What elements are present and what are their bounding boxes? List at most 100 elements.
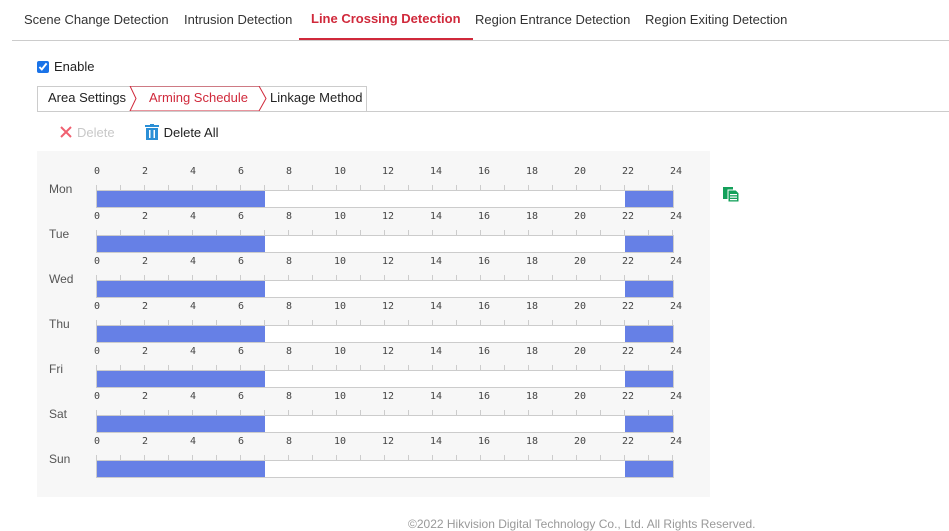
armed-segment[interactable] bbox=[97, 191, 265, 207]
hour-tick bbox=[120, 410, 121, 415]
hour-tick-label: 10 bbox=[334, 301, 347, 312]
hour-tick bbox=[168, 320, 169, 325]
hour-tick-label: 14 bbox=[430, 346, 443, 357]
armed-segment[interactable] bbox=[625, 371, 673, 387]
tab-scene-change-detection[interactable]: Scene Change Detection bbox=[24, 12, 169, 27]
tab-line-crossing-detection[interactable]: Line Crossing Detection bbox=[299, 0, 473, 40]
hour-tick bbox=[456, 365, 457, 370]
hour-tick bbox=[312, 275, 313, 280]
sub-tabs: Area Settings Arming Schedule Linkage Me… bbox=[37, 86, 949, 112]
hour-tick-label: 24 bbox=[670, 166, 683, 177]
tab-region-entrance-detection[interactable]: Region Entrance Detection bbox=[475, 12, 631, 27]
armed-segment[interactable] bbox=[625, 461, 673, 477]
hour-tick bbox=[480, 275, 481, 280]
hour-tick bbox=[168, 275, 169, 280]
hour-tick bbox=[624, 365, 625, 370]
hour-tick bbox=[192, 320, 193, 325]
hour-tick-label: 12 bbox=[382, 391, 395, 402]
hour-tick bbox=[168, 410, 169, 415]
hour-tick-label: 8 bbox=[286, 436, 293, 447]
enable-label: Enable bbox=[54, 59, 95, 74]
hour-tick bbox=[360, 230, 361, 235]
armed-segment[interactable] bbox=[625, 236, 673, 252]
hour-tick bbox=[480, 410, 481, 415]
hour-tick-label: 16 bbox=[478, 256, 491, 267]
tab-region-exiting-detection[interactable]: Region Exiting Detection bbox=[645, 12, 788, 27]
hour-tick-label: 4 bbox=[190, 391, 197, 402]
armed-segment[interactable] bbox=[625, 416, 673, 432]
timeline-bar[interactable] bbox=[96, 415, 674, 433]
delete-all-button[interactable]: Delete All bbox=[144, 124, 219, 140]
hour-tick bbox=[336, 320, 337, 325]
hour-tick bbox=[672, 365, 673, 370]
armed-segment[interactable] bbox=[625, 191, 673, 207]
hour-tick-label: 0 bbox=[94, 166, 101, 177]
copy-schedule-icon[interactable] bbox=[723, 186, 739, 202]
hour-tick-label: 24 bbox=[670, 301, 683, 312]
hour-tick bbox=[240, 320, 241, 325]
armed-segment[interactable] bbox=[625, 281, 673, 297]
hour-tick-label: 24 bbox=[670, 256, 683, 267]
hour-tick-label: 0 bbox=[94, 391, 101, 402]
armed-segment[interactable] bbox=[97, 236, 265, 252]
hour-tick bbox=[120, 320, 121, 325]
armed-segment[interactable] bbox=[97, 416, 265, 432]
hour-tick-label: 22 bbox=[622, 256, 635, 267]
subtab-linkage-method[interactable]: Linkage Method bbox=[270, 90, 363, 105]
delete-button[interactable]: Delete bbox=[60, 124, 115, 140]
hour-tick-label: 2 bbox=[142, 436, 149, 447]
hour-tick-label: 10 bbox=[334, 256, 347, 267]
hour-tick bbox=[144, 230, 145, 235]
hour-tick-label: 10 bbox=[334, 346, 347, 357]
hour-tick-label: 24 bbox=[670, 211, 683, 222]
timeline-bar[interactable] bbox=[96, 370, 674, 388]
day-label: Fri bbox=[49, 362, 63, 376]
hour-tick-label: 6 bbox=[238, 166, 245, 177]
timeline-bar[interactable] bbox=[96, 235, 674, 253]
subtab-area-settings[interactable]: Area Settings bbox=[48, 90, 127, 105]
hour-tick bbox=[408, 365, 409, 370]
hour-tick-label: 0 bbox=[94, 346, 101, 357]
hour-tick-label: 8 bbox=[286, 166, 293, 177]
hour-tick-label: 10 bbox=[334, 436, 347, 447]
hour-tick-label: 6 bbox=[238, 436, 245, 447]
hour-tick bbox=[408, 230, 409, 235]
hour-tick bbox=[240, 185, 241, 190]
hour-tick bbox=[624, 230, 625, 235]
hour-tick bbox=[528, 320, 529, 325]
hour-tick bbox=[336, 455, 337, 460]
hour-tick bbox=[264, 320, 265, 325]
hour-tick bbox=[408, 275, 409, 280]
armed-segment[interactable] bbox=[97, 371, 265, 387]
hour-tick-label: 18 bbox=[526, 256, 539, 267]
hour-tick-label: 4 bbox=[190, 211, 197, 222]
hour-tick bbox=[264, 365, 265, 370]
armed-segment[interactable] bbox=[97, 461, 265, 477]
subtab-arming-schedule[interactable]: Arming Schedule bbox=[149, 90, 248, 105]
timeline-bar[interactable] bbox=[96, 190, 674, 208]
hour-tick-label: 6 bbox=[238, 211, 245, 222]
hour-tick-label: 8 bbox=[286, 256, 293, 267]
tab-intrusion-detection[interactable]: Intrusion Detection bbox=[184, 12, 293, 27]
hour-tick bbox=[432, 275, 433, 280]
timeline-bar[interactable] bbox=[96, 280, 674, 298]
armed-segment[interactable] bbox=[625, 326, 673, 342]
hour-tick bbox=[576, 455, 577, 460]
hour-tick bbox=[456, 230, 457, 235]
day-label: Tue bbox=[49, 227, 70, 241]
timeline-bar[interactable] bbox=[96, 325, 674, 343]
timeline-bar[interactable] bbox=[96, 460, 674, 478]
hour-tick bbox=[456, 320, 457, 325]
enable-checkbox[interactable] bbox=[37, 60, 49, 73]
hour-tick-label: 10 bbox=[334, 166, 347, 177]
hour-tick bbox=[552, 455, 553, 460]
armed-segment[interactable] bbox=[97, 281, 265, 297]
hour-tick bbox=[216, 275, 217, 280]
hour-tick-label: 20 bbox=[574, 301, 587, 312]
hour-tick-label: 0 bbox=[94, 211, 101, 222]
hour-tick bbox=[648, 275, 649, 280]
hour-tick-label: 22 bbox=[622, 211, 635, 222]
armed-segment[interactable] bbox=[97, 326, 265, 342]
enable-control[interactable]: Enable bbox=[37, 59, 94, 74]
hour-tick bbox=[432, 410, 433, 415]
